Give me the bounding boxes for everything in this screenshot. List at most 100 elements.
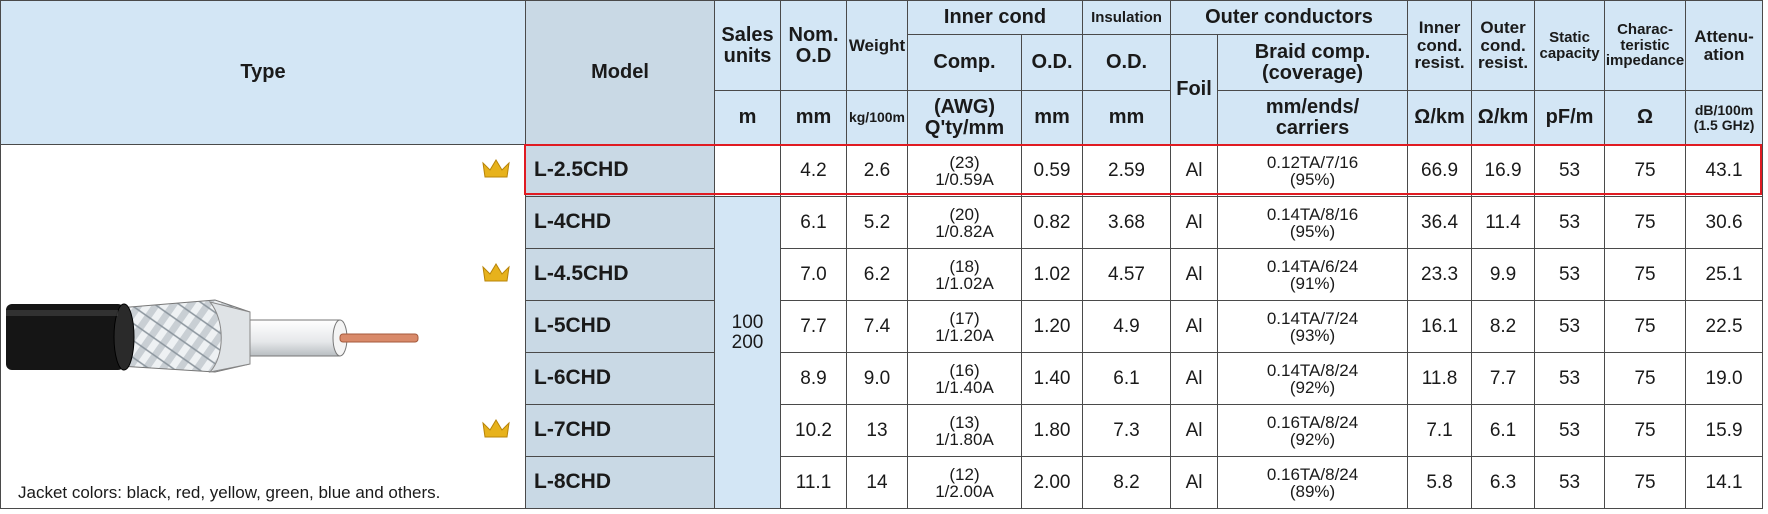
type-cell [0, 144, 526, 509]
unit-cell: mm [1020, 90, 1084, 145]
header-cell: Inner cond [906, 0, 1084, 35]
qty: 1/1.40A [935, 377, 994, 397]
unit-cell: mm/ends/ carriers [1217, 90, 1409, 145]
awg: (13) [949, 412, 980, 432]
qty: 1/1.80A [935, 429, 994, 449]
table-row: L-6CHD 8.9 9.0 (16) 1/1.40A 1.40 6.1 Al 0.14TA/8… [1, 352, 1764, 405]
cell: 2.59 [1082, 144, 1172, 197]
comp-cell: (17) 1/1.20A [907, 300, 1022, 353]
header-cell: Static capacity [1534, 0, 1606, 91]
cell: 53 [1534, 300, 1606, 353]
header-cell: O.D. [1082, 34, 1172, 91]
cell: 1.40 [1020, 352, 1084, 405]
braid-cell: 0.14TA/6/24 (91%) [1217, 248, 1409, 301]
cell: 2.6 [846, 144, 908, 197]
table-row: L-4CHD 100 200 6.1 5.2 (20) 1/0.82A 0.82 3.68 Al… [1, 196, 1764, 509]
table-body: L-2.5CHD 4.2 2.6 (23) 1/0.59A 0.59 2.59 Al 0.12T… [0, 144, 1764, 509]
coverage: (93%) [1289, 325, 1336, 345]
braid-cell: 0.12TA/7/16 (95%) [1217, 144, 1409, 197]
awg: (17) [949, 308, 980, 328]
table-header: Type Model Sales units Nom. O.D Weight I… [0, 0, 1764, 145]
cell: 7.0 [780, 248, 847, 301]
cell: 7.7 [1471, 352, 1536, 405]
comp-cell: (12) 1/2.00A [907, 456, 1022, 509]
unit-cell: Ω/km [1407, 90, 1473, 145]
cell: 75 [1604, 196, 1687, 249]
cell: 25.1 [1685, 248, 1764, 301]
crown-icon [482, 159, 510, 178]
cell: 75 [1604, 404, 1687, 457]
table-row: L-7CHD 10.2 13 (13) 1/1.80A 1.80 7.3 Al 0.16TA/8… [1, 404, 1764, 457]
coverage: (95%) [1289, 169, 1336, 189]
header-cell: Outer conductors [1170, 0, 1409, 35]
cell: 75 [1604, 456, 1687, 509]
crown-icon [482, 419, 510, 438]
header-cell: Comp. [907, 34, 1022, 91]
model-cell: L-6CHD [525, 352, 715, 405]
qty: 1/1.02A [935, 273, 994, 293]
coverage: (91%) [1289, 273, 1336, 293]
cell: 0.59 [1020, 144, 1084, 197]
header-cell: Nom. O.D [780, 0, 847, 91]
cell: 7.1 [1407, 404, 1473, 457]
unit-cell: m [714, 90, 781, 145]
braid: 0.14TA/6/24 [1266, 256, 1359, 276]
qty: 1/2.00A [935, 481, 994, 501]
cell: 8.9 [780, 352, 847, 405]
comp-cell: (16) 1/1.40A [907, 352, 1022, 405]
coverage: (95%) [1289, 221, 1336, 241]
cable-illustration [6, 299, 419, 373]
cell: 7.4 [846, 300, 908, 353]
table-row: L-2.5CHD 4.2 2.6 (23) 1/0.59A 0.59 2.59 Al 0.12T… [0, 144, 1764, 509]
cell: Al [1170, 248, 1219, 301]
cell: 0.82 [1020, 196, 1084, 249]
unit-cell: kg/100m [846, 90, 908, 145]
cell: 1.20 [1020, 300, 1084, 353]
cell: 75 [1604, 248, 1687, 301]
cell: Al [1170, 144, 1219, 197]
awg: (16) [949, 360, 980, 380]
braid: 0.16TA/8/24 [1266, 412, 1359, 432]
cell: 53 [1534, 352, 1606, 405]
sales-cell: 100 200 [714, 196, 781, 509]
header-cell: Type [0, 0, 526, 145]
coverage: (89%) [1289, 481, 1336, 501]
cell: 75 [1604, 352, 1687, 405]
header-cell: Attenu- ation [1685, 0, 1764, 91]
braid-cell: 0.14TA/8/16 (95%) [1217, 196, 1409, 249]
header-cell: Inner cond. resist. [1407, 0, 1473, 91]
header-cell: Insulation [1082, 0, 1172, 35]
cell: Al [1170, 300, 1219, 353]
header-cell: Foil [1170, 34, 1219, 145]
awg: (20) [949, 204, 980, 224]
cell: 6.3 [1471, 456, 1536, 509]
cell: 6.1 [780, 196, 847, 249]
header-cell: Weight [846, 0, 908, 91]
cell: 10.2 [780, 404, 847, 457]
header-cell: Charac- teristic impedance [1604, 0, 1687, 91]
cell: 4.9 [1082, 300, 1172, 353]
cell: Al [1170, 456, 1219, 509]
cell: 11.8 [1407, 352, 1473, 405]
cell: 53 [1534, 456, 1606, 509]
cell: Al [1170, 404, 1219, 457]
cell: 36.4 [1407, 196, 1473, 249]
cell: 75 [1604, 144, 1687, 197]
cell: 30.6 [1685, 196, 1764, 249]
braid: 0.16TA/8/24 [1266, 464, 1359, 484]
cell: 14 [846, 456, 908, 509]
model-cell: L-8CHD [525, 456, 715, 509]
cell: Al [1170, 352, 1219, 405]
unit-cell: (AWG) Q'ty/mm [907, 90, 1022, 145]
header-cell: Model [525, 0, 715, 145]
cell: 66.9 [1407, 144, 1473, 197]
table-row: L-8CHD 11.1 14 (12) 1/2.00A 2.00 8.2 Al 0.16TA/8… [1, 456, 1764, 509]
cell: 19.0 [1685, 352, 1764, 405]
qty: 1/0.82A [935, 221, 994, 241]
cell: 53 [1534, 248, 1606, 301]
cell: Al [1170, 196, 1219, 249]
header-cell: Sales units [714, 0, 781, 91]
unit-cell: Ω [1604, 90, 1687, 145]
